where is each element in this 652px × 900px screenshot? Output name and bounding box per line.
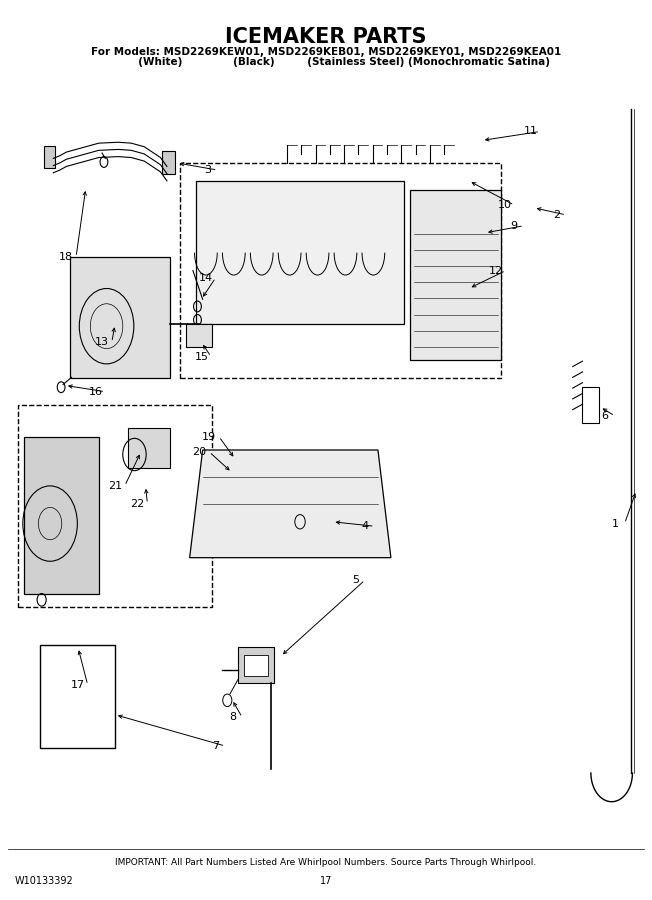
Text: 10: 10 xyxy=(497,200,512,210)
Bar xyxy=(196,181,404,324)
Bar xyxy=(70,257,170,378)
Text: 1: 1 xyxy=(612,518,618,528)
Text: ICEMAKER PARTS: ICEMAKER PARTS xyxy=(225,27,427,48)
Text: 19: 19 xyxy=(202,431,216,442)
Text: 14: 14 xyxy=(199,273,213,283)
Text: 15: 15 xyxy=(194,352,209,362)
Bar xyxy=(44,146,55,168)
Text: (White)              (Black)         (Stainless Steel) (Monochromatic Satina): (White) (Black) (Stainless Steel) (Monoc… xyxy=(102,58,550,68)
Text: 13: 13 xyxy=(95,338,109,347)
Text: 17: 17 xyxy=(71,680,85,690)
Text: 12: 12 xyxy=(489,266,503,275)
Bar xyxy=(40,644,115,748)
Text: 5: 5 xyxy=(351,575,359,585)
Text: 3: 3 xyxy=(204,165,211,176)
Text: 22: 22 xyxy=(130,499,145,508)
Bar xyxy=(162,151,175,174)
Text: 21: 21 xyxy=(108,481,122,491)
Bar xyxy=(18,405,213,607)
Text: 20: 20 xyxy=(192,446,207,457)
Text: 18: 18 xyxy=(59,252,74,262)
Text: 4: 4 xyxy=(361,521,368,531)
Text: 6: 6 xyxy=(602,411,609,421)
Text: 7: 7 xyxy=(212,741,219,751)
Text: 16: 16 xyxy=(89,387,102,397)
Bar xyxy=(244,654,268,676)
Text: For Models: MSD2269KEW01, MSD2269KEB01, MSD2269KEY01, MSD2269KEA01: For Models: MSD2269KEW01, MSD2269KEB01, … xyxy=(91,47,561,57)
Bar xyxy=(410,190,501,360)
Polygon shape xyxy=(190,450,391,558)
Bar xyxy=(128,428,170,468)
Bar xyxy=(582,387,599,423)
Text: 2: 2 xyxy=(553,210,560,220)
Text: IMPORTANT: All Part Numbers Listed Are Whirlpool Numbers. Source Parts Through W: IMPORTANT: All Part Numbers Listed Are W… xyxy=(115,859,537,868)
Text: 9: 9 xyxy=(511,220,518,230)
Text: 8: 8 xyxy=(229,713,236,723)
Text: 11: 11 xyxy=(524,127,537,137)
Text: 17: 17 xyxy=(320,876,332,886)
Bar xyxy=(186,324,213,346)
Text: W10133392: W10133392 xyxy=(14,876,73,886)
Bar xyxy=(239,647,274,683)
Bar xyxy=(24,436,98,594)
Bar xyxy=(180,163,501,378)
